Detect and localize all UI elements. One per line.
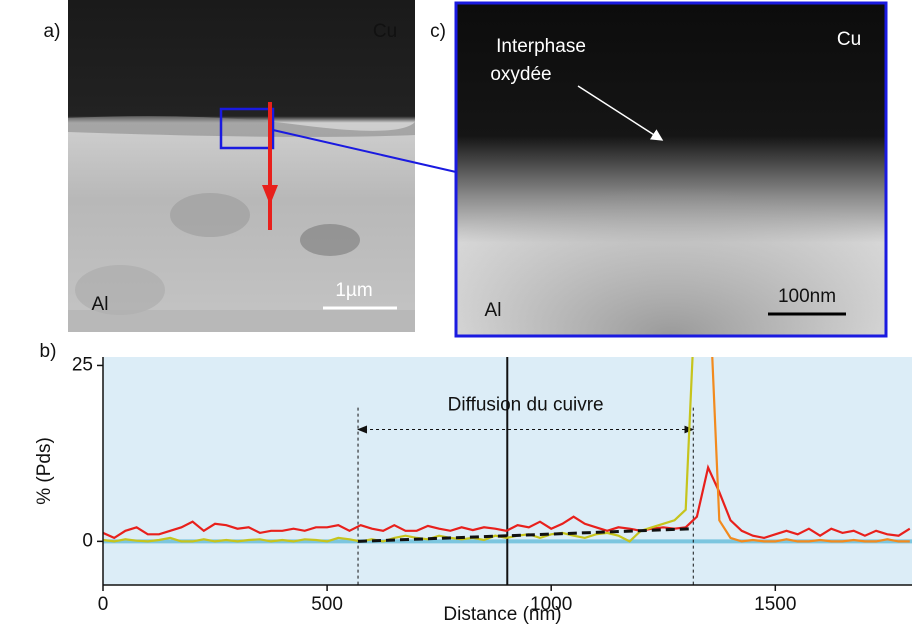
y-tick-label: 0 [82,530,93,551]
x-tick-label: 1000 [530,594,572,615]
interphase [456,123,886,336]
annotation-label: Diffusion du cuivre [448,394,604,415]
scale-label: 100nm [778,286,836,307]
x-axis-label: Distance (nm) [443,604,561,625]
data-line [103,357,694,543]
region-label: Al [485,300,502,321]
interface [68,116,415,137]
grain [68,310,415,332]
annotation-arrow [577,85,664,141]
x-tick-label: 500 [311,594,343,615]
panel-label: b) [40,341,57,362]
grain [170,193,250,237]
x-tick-label: 1500 [754,594,796,615]
zoom-box [219,107,275,150]
profile-arrow-head [262,185,278,205]
region-label: Cu [373,21,397,42]
annotation: Interphase [496,36,586,57]
panel-label: a) [44,21,61,42]
y-axis-label: % (Pds) [34,437,55,505]
x-tick-label: 0 [98,594,109,615]
panel-label: c) [430,21,446,42]
region-label: Al [92,294,109,315]
scale-label: 1µm [335,280,372,301]
image-frame [454,1,888,338]
plot-area [103,357,912,585]
region-label: Cu [837,29,861,50]
zoom-connector [272,129,457,173]
annotation: oxydée [490,64,551,85]
data-line [711,357,910,543]
grain [75,265,165,315]
data-line [103,464,911,540]
grain [300,224,360,256]
y-tick-label: 25 [72,354,93,375]
